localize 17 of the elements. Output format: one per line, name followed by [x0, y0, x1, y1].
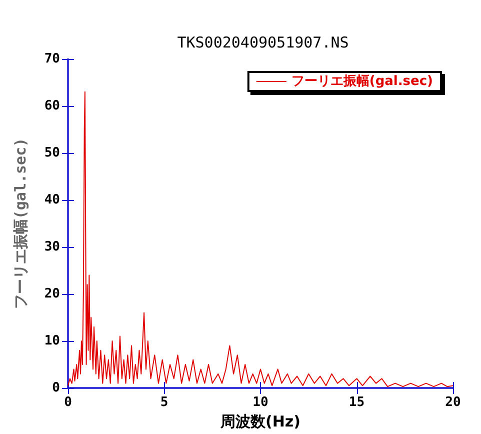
x-axis-title: 周波数(Hz)	[220, 412, 300, 430]
y-tick-label: 40	[44, 192, 60, 208]
y-tick-label: 20	[44, 286, 60, 302]
y-tick-label: 70	[44, 52, 60, 66]
legend-label: フーリエ振幅(gal.sec)	[291, 74, 434, 89]
x-tick-label: 20	[445, 395, 461, 410]
y-tick-label: 0	[52, 380, 60, 396]
y-tick-label: 60	[44, 98, 60, 114]
y-axis-title: フーリエ振幅(gal.sec)	[12, 138, 30, 310]
x-tick-label: 10	[252, 395, 268, 410]
x-tick-label: 0	[64, 395, 72, 410]
x-tick-label: 5	[160, 395, 168, 410]
chart-title: TKS0020409051907.NS	[177, 34, 349, 52]
y-tick-label: 30	[44, 240, 60, 254]
y-tick-label: 50	[44, 146, 60, 160]
y-tick-label: 10	[44, 334, 60, 348]
x-tick-label: 15	[348, 395, 365, 410]
